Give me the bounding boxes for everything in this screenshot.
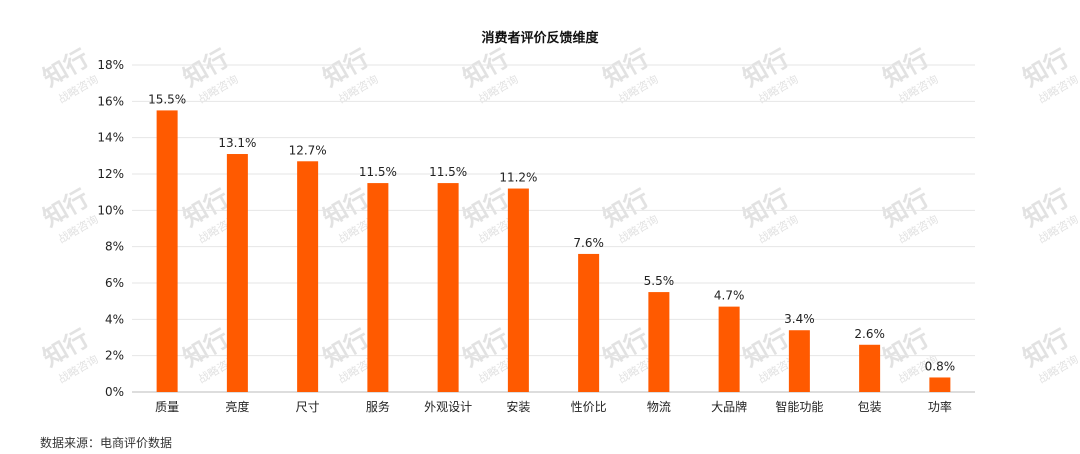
y-tick-label: 8% [105,240,124,254]
data-label: 5.5% [644,274,675,288]
bar [718,306,740,392]
x-tick-label: 质量 [155,400,179,414]
bar [788,330,810,392]
y-tick-label: 14% [97,131,124,145]
x-tick-label: 性价比 [571,400,607,414]
bar [929,377,951,392]
x-tick-label: 外观设计 [424,400,472,414]
chart-title: 消费者评价反馈维度 [481,31,599,46]
x-tick-label: 服务 [366,399,390,414]
bar [507,188,529,392]
bar [226,154,248,392]
data-label: 13.1% [218,136,256,150]
y-axis-ticks: 0% 2% 4% 6% 8% 10% 12% 14% 16% 18% [97,58,124,399]
data-label: 12.7% [289,143,327,157]
x-tick-label: 物流 [647,400,671,414]
y-tick-label: 16% [97,94,124,108]
x-tick-label: 尺寸 [296,400,320,414]
data-labels: 15.5% 13.1% 12.7% 11.5% 11.5% 11.2% 7.6% 5.5% 4.… [148,92,955,373]
source-note: 数据来源：电商评价数据 [40,436,173,450]
x-axis-ticks: 质量 亮度 尺寸 服务 外观设计 安装 性价比 物流 大品牌 智能功能 包装 功率 [155,399,952,414]
data-label: 4.7% [714,289,745,303]
bar [859,344,881,392]
bar [156,110,178,393]
bar [578,253,600,392]
bars [156,110,951,393]
data-label: 11.5% [429,165,467,179]
x-tick-label: 智能功能 [775,399,823,414]
data-label: 11.2% [499,171,537,185]
x-tick-label: 功率 [928,399,952,414]
y-tick-label: 18% [97,58,124,72]
data-label: 0.8% [925,359,956,373]
x-tick-label: 包装 [858,400,882,414]
bar [648,292,670,392]
y-tick-label: 4% [105,312,124,326]
data-label: 15.5% [148,92,186,106]
gridlines [132,64,975,393]
y-tick-label: 6% [105,276,124,290]
y-tick-label: 12% [97,167,124,181]
y-tick-label: 2% [105,349,124,363]
x-tick-label: 亮度 [225,399,249,414]
bar [297,161,319,392]
y-tick-label: 0% [105,385,124,399]
data-label: 2.6% [854,327,885,341]
bar [437,183,459,392]
x-tick-label: 安装 [506,399,530,414]
bar [367,183,389,392]
data-label: 3.4% [784,312,815,326]
data-label: 7.6% [573,236,604,250]
data-label: 11.5% [359,165,397,179]
y-tick-label: 10% [97,203,124,217]
x-tick-label: 大品牌 [711,400,747,414]
